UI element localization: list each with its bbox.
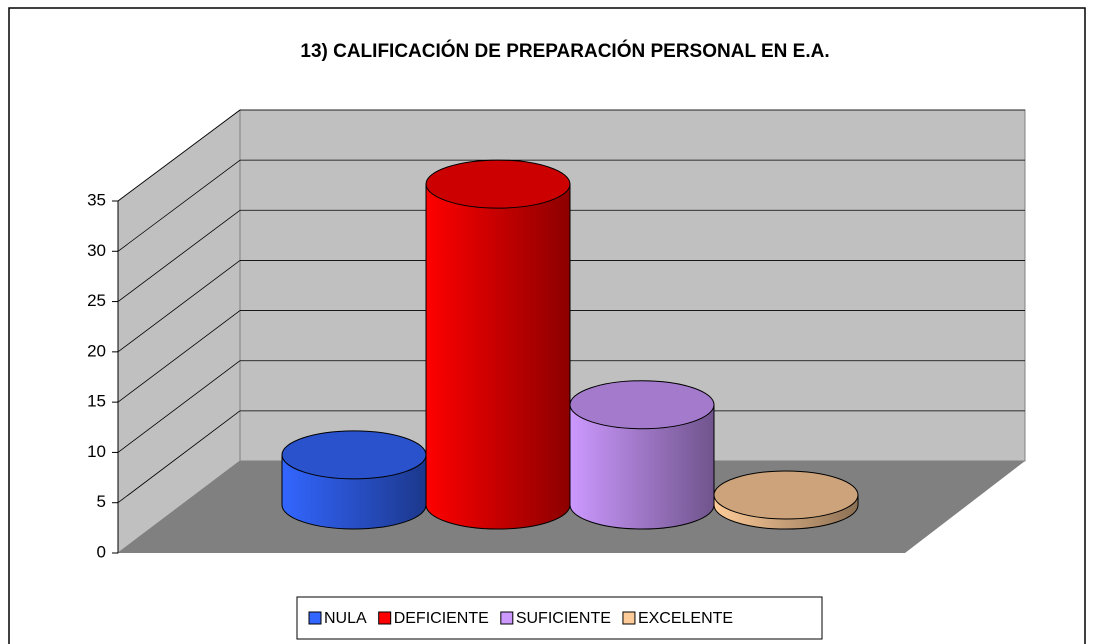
y-tick-label: 35 (87, 190, 106, 209)
bar-top (569, 380, 715, 430)
grid-line (117, 310, 241, 403)
legend-swatch (500, 611, 514, 625)
legend (296, 596, 823, 640)
grid-line (117, 159, 241, 252)
y-tick-label: 25 (87, 291, 106, 310)
y-tick-label: 10 (87, 442, 106, 461)
bar-top (425, 159, 571, 209)
legend-swatch (622, 611, 636, 625)
bar-top (281, 430, 427, 480)
legend-swatch (378, 611, 392, 625)
cylinder (281, 430, 427, 530)
cylinder (425, 159, 571, 530)
bar (569, 404, 715, 530)
legend-label: DEFICIENTE (394, 610, 489, 627)
grid-line (117, 260, 241, 353)
grid-line (117, 209, 241, 302)
y-tick-label: 5 (97, 492, 106, 511)
bar-top (713, 470, 859, 520)
grid-line (117, 360, 241, 453)
legend-label: EXCELENTE (638, 610, 733, 627)
cylinder (713, 470, 859, 530)
y-tick-label: 20 (87, 341, 106, 360)
bar (425, 183, 571, 530)
y-tick-label: 15 (87, 392, 106, 411)
y-tick-label: 0 (97, 542, 106, 561)
grid-line (117, 109, 241, 202)
y-tick-label: 30 (87, 241, 106, 260)
legend-label: SUFICIENTE (516, 610, 611, 627)
grid-line (117, 410, 241, 504)
legend-label: NULA (324, 610, 367, 627)
legend-swatch (308, 611, 322, 625)
cylinder (569, 380, 715, 530)
chart-title: 13) CALIFICACIÓN DE PREPARACIÓN PERSONAL… (300, 40, 829, 62)
